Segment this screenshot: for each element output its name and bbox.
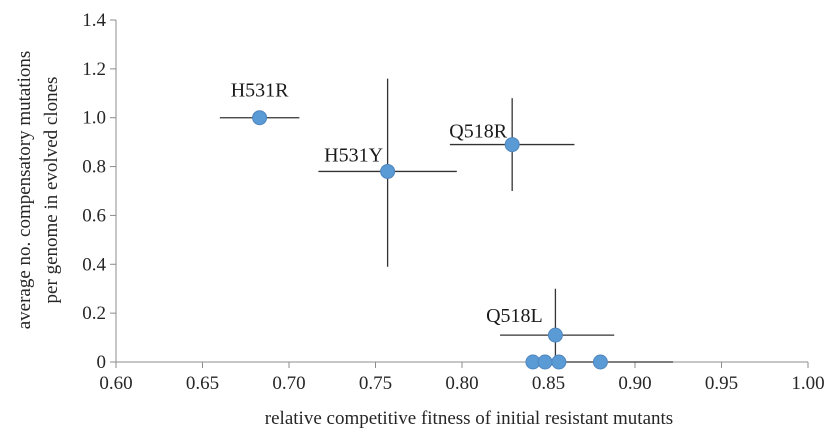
x-tick-group: 0.60 0.65 0.70 0.75 0.80 0.85 0.90 0.95 1.00 [99, 362, 825, 394]
data-point [551, 354, 567, 370]
point-label: Q518L [486, 305, 543, 327]
y-tick-label: 1.4 [82, 10, 106, 31]
x-tick-label: 0.70 [272, 373, 305, 394]
x-tick-label: 0.80 [445, 373, 478, 394]
y-axis-title-line-2: per genome in evolved clones [41, 77, 62, 304]
data-point-group [252, 110, 608, 370]
x-tick-label: 0.95 [705, 373, 738, 394]
y-tick-label: 0.4 [82, 254, 106, 275]
data-point [380, 163, 396, 179]
x-tick-label: 0.65 [186, 373, 219, 394]
x-axis-title: relative competitive fitness of initial … [265, 408, 673, 429]
x-tick-label: 1.00 [791, 373, 824, 394]
data-point [537, 354, 553, 370]
x-tick-label: 0.90 [618, 373, 651, 394]
y-tick-label: 1.2 [82, 59, 106, 80]
x-tick-label: 0.75 [359, 373, 392, 394]
axes [115, 20, 808, 363]
y-tick-label: 0.6 [82, 205, 106, 226]
point-label: H531R [231, 80, 289, 102]
y-tick-label: 0.2 [82, 303, 106, 324]
y-tick-label: 0 [97, 352, 107, 373]
point-label: Q518R [449, 121, 507, 143]
point-label-group: H531R H531Y Q518R Q518L [231, 80, 543, 327]
data-point [252, 110, 268, 126]
point-label: H531Y [324, 144, 383, 166]
data-point [592, 354, 608, 370]
data-point [504, 137, 520, 153]
y-tick-group: 0 0.2 0.4 0.6 0.8 1.0 1.2 1.4 [82, 10, 116, 373]
data-point [547, 327, 563, 343]
error-bar-group [219, 78, 674, 363]
x-tick-label: 0.85 [532, 373, 565, 394]
y-tick-label: 1.0 [82, 108, 106, 129]
y-tick-label: 0.8 [82, 157, 106, 178]
y-axis-title-line-1: average no. compensatory mutations [14, 51, 35, 330]
x-tick-label: 0.60 [99, 373, 132, 394]
